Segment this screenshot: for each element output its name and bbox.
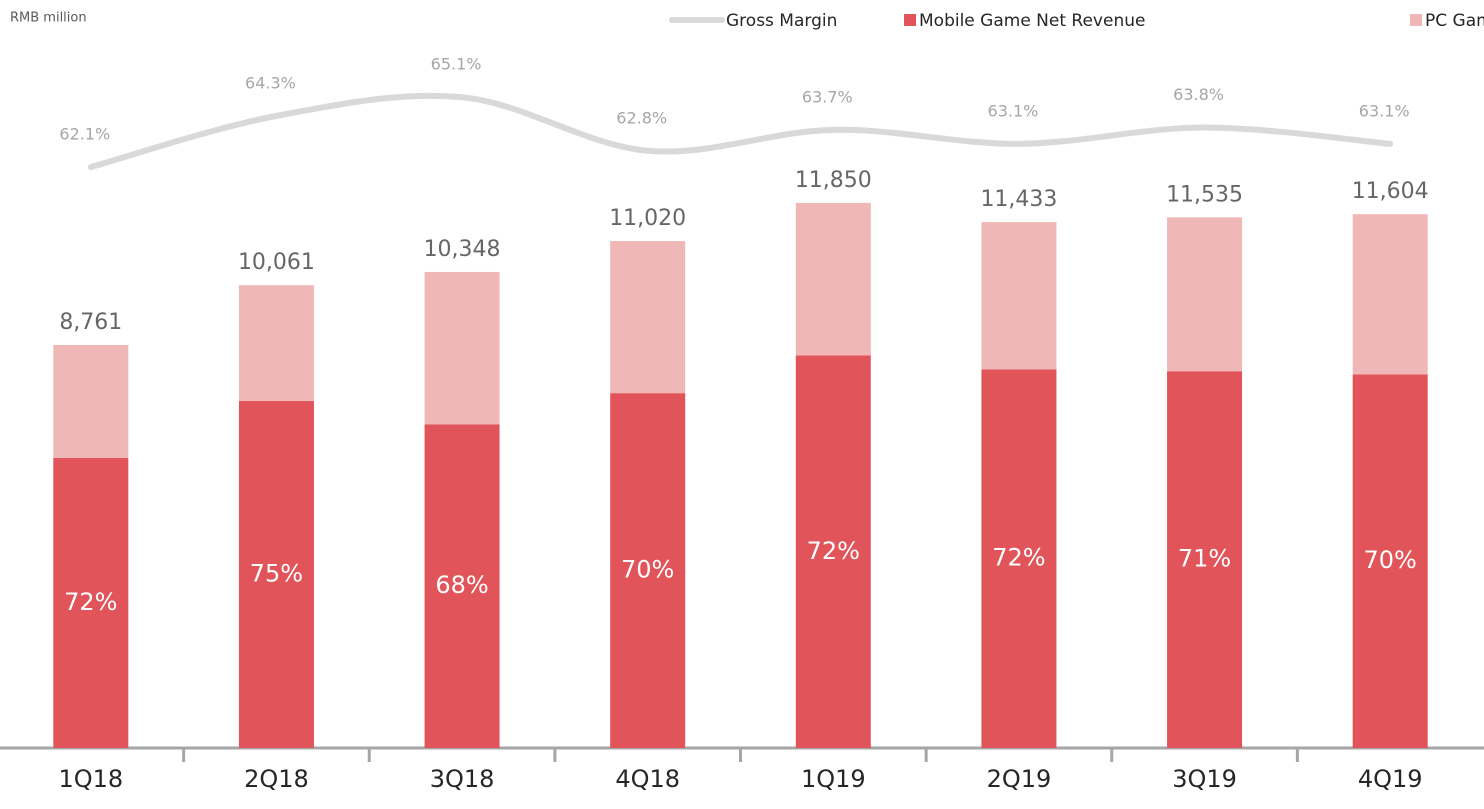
bar-segment: [795, 355, 871, 748]
margin-label: 63.7%: [802, 87, 853, 106]
legend-swatch: [1410, 14, 1422, 26]
margin-label: 62.1%: [59, 125, 110, 144]
bar-segment: [981, 369, 1057, 748]
total-label: 11,850: [795, 168, 872, 193]
margin-line: [87, 92, 1394, 171]
share-label: 72%: [992, 544, 1045, 572]
bar-segment: [53, 457, 129, 748]
share-label: 72%: [64, 588, 117, 616]
bar-segment: [424, 271, 500, 425]
bar-segment: [1352, 374, 1428, 748]
x-tick-label: 3Q18: [430, 765, 495, 793]
bar-segment: [238, 285, 314, 401]
share-label: 68%: [435, 571, 488, 599]
x-tick-label: 1Q18: [58, 765, 123, 793]
bar-segment: [1167, 217, 1243, 372]
legend-label: Mobile Game Net Revenue: [919, 11, 1145, 31]
total-label: 11,604: [1352, 179, 1429, 204]
x-tick-label: 1Q19: [801, 765, 866, 793]
share-label: 71%: [1178, 545, 1231, 573]
margin-label: 63.8%: [1173, 85, 1224, 104]
margin-label: 63.1%: [988, 101, 1039, 120]
legend-swatch: [904, 14, 916, 26]
share-label: 72%: [807, 537, 860, 565]
share-label: 70%: [621, 556, 674, 584]
unit-label: RMB million: [10, 11, 87, 26]
bar-segment: [610, 393, 686, 748]
bar-segment: [981, 222, 1057, 370]
bar-segment: [53, 344, 129, 458]
bar-segment: [1167, 371, 1243, 748]
total-label: 11,535: [1166, 182, 1243, 207]
margin-label: 63.1%: [1359, 101, 1410, 120]
margin-label: 64.3%: [245, 73, 296, 92]
total-label: 11,433: [980, 187, 1057, 212]
total-label: 8,761: [59, 310, 122, 335]
bar-segment: [610, 241, 686, 394]
x-tick-label: 3Q19: [1172, 765, 1237, 793]
share-label: 70%: [1364, 546, 1417, 574]
share-label: 75%: [250, 559, 303, 587]
x-tick-label: 4Q18: [615, 765, 680, 793]
bar-segment: [795, 202, 871, 356]
total-label: 10,348: [424, 237, 501, 262]
x-tick-label: 4Q19: [1358, 765, 1423, 793]
total-label: 10,061: [238, 250, 315, 275]
total-label: 11,020: [609, 206, 686, 231]
bar-segment: [1352, 214, 1428, 375]
margin-label: 62.8%: [616, 108, 667, 127]
legend-label: PC Game Net Revenue: [1425, 11, 1484, 31]
bar-segment: [238, 400, 314, 748]
legend-label: Gross Margin: [726, 11, 837, 31]
margin-label: 65.1%: [431, 55, 482, 74]
bar-segment: [424, 424, 500, 748]
x-tick-label: 2Q19: [987, 765, 1052, 793]
x-tick-label: 2Q18: [244, 765, 309, 793]
